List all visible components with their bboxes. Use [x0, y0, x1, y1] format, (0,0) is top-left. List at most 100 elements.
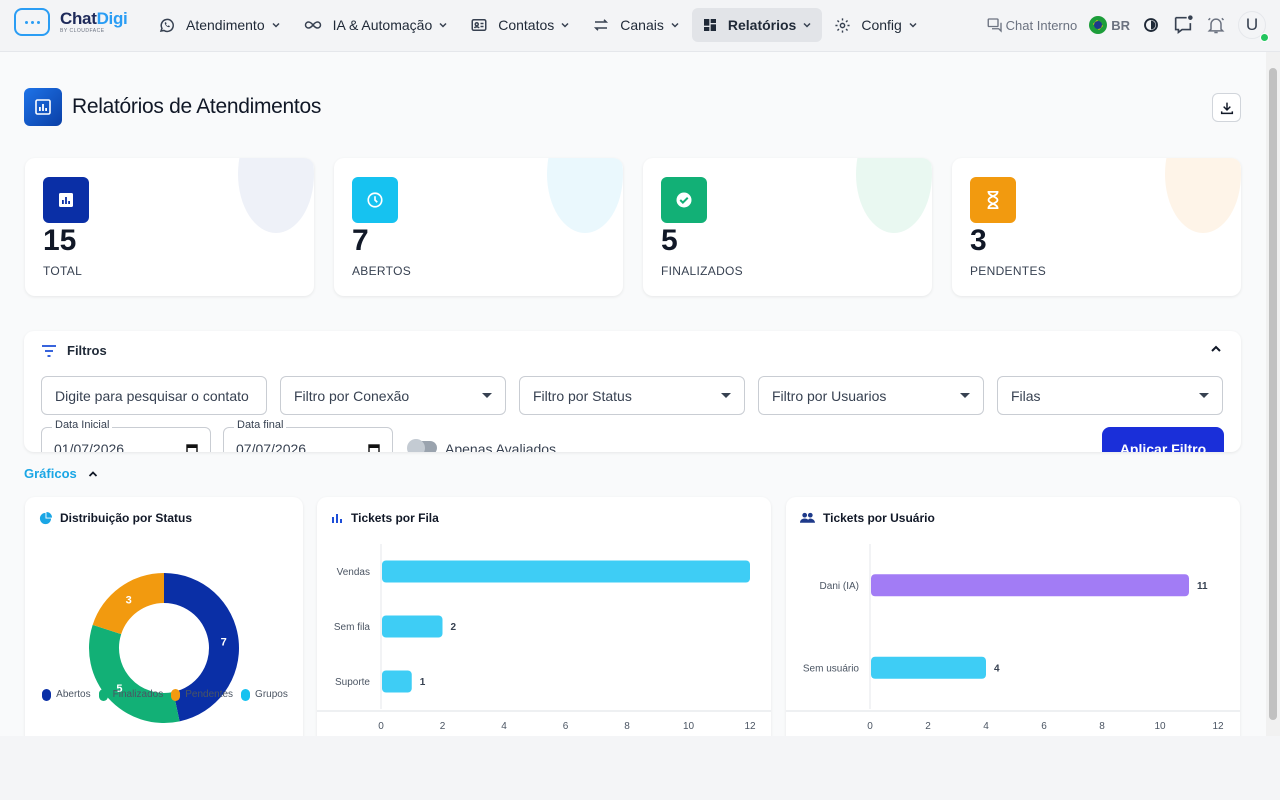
pie-chart-icon — [39, 511, 52, 524]
bar-chart-icon — [332, 514, 342, 523]
data-inicial-input[interactable]: 01/07/2026 — [41, 427, 211, 452]
apply-filter-button[interactable]: Aplicar Filtro — [1102, 427, 1224, 452]
status-select[interactable]: Filtro por Status — [519, 376, 745, 415]
stat-card-finalizados: 5 FINALIZADOS — [643, 158, 932, 296]
bar-sem-fila — [382, 615, 443, 638]
brazil-flag-icon — [1089, 16, 1108, 34]
x-tick-label: 10 — [1154, 721, 1166, 732]
category-label: Dani (IA) — [820, 581, 859, 592]
data-inicial-label: Data Inicial — [52, 419, 113, 431]
legend-label: Grupos — [255, 689, 288, 700]
data-final-label: Data final — [234, 419, 287, 431]
category-label: Suporte — [335, 677, 370, 688]
legend-swatch — [171, 689, 181, 701]
apenas-avaliados-toggle[interactable] — [407, 439, 437, 452]
app-logo[interactable]: ChatDigi BY CLOUDFACE — [14, 8, 128, 36]
contact-search-input[interactable]: Digite para pesquisar o contato — [41, 376, 267, 415]
legend-item[interactable]: Finalizados — [98, 685, 163, 705]
calendar-icon — [368, 444, 380, 452]
notification-bell-icon[interactable] — [1206, 15, 1226, 35]
select-label: Filtro por Status — [533, 387, 632, 404]
legend-item[interactable]: Grupos — [241, 685, 288, 705]
search-placeholder: Digite para pesquisar o contato — [55, 387, 249, 404]
chevron-down-icon — [671, 22, 679, 28]
donut-slice-finalizados — [88, 624, 180, 723]
chevron-down-icon — [909, 22, 917, 28]
conexao-select[interactable]: Filtro por Conexão — [280, 376, 506, 415]
chart-title: Tickets por Usuário — [800, 511, 935, 525]
nav-canais[interactable]: Canais — [582, 8, 690, 42]
graficos-toggle[interactable]: Gráficos — [24, 466, 99, 481]
dropdown-arrow-icon — [721, 393, 731, 398]
clock-icon — [352, 177, 398, 223]
theme-toggle-icon[interactable] — [1142, 16, 1160, 34]
top-navbar: ChatDigi BY CLOUDFACE Atendimento IA & A… — [0, 0, 1280, 52]
logo-subtitle: BY CLOUDFACE — [60, 28, 105, 34]
nav-label: Contatos — [498, 17, 555, 33]
apenas-avaliados-label: Apenas Avaliados — [445, 441, 557, 452]
x-tick-label: 8 — [1099, 721, 1105, 732]
nav-relatorios[interactable]: Relatórios — [691, 8, 823, 42]
nav-atendimento[interactable]: Atendimento — [148, 8, 291, 42]
usuarios-select[interactable]: Filtro por Usuarios — [758, 376, 984, 415]
stat-label: FINALIZADOS — [661, 264, 743, 278]
right-toolbar: Chat Interno BR U — [986, 8, 1269, 42]
check-circle-icon — [661, 177, 707, 223]
chart-card-usuario: Tickets por Usuário 0 2 4 6 8 10 12 Dani (IA) 11… — [786, 497, 1240, 736]
dropdown-arrow-icon — [1199, 393, 1209, 398]
user-avatar[interactable]: U — [1238, 11, 1269, 42]
legend-item[interactable]: Pendentes — [171, 685, 233, 705]
chevron-down-icon — [561, 22, 569, 28]
bar-chart-icon — [43, 177, 89, 223]
x-tick-label: 4 — [983, 721, 989, 732]
x-tick-label: 0 — [378, 721, 384, 732]
x-tick-label: 8 — [624, 721, 630, 732]
stat-card-total: 15 TOTAL — [25, 158, 314, 296]
announcement-icon[interactable] — [1172, 14, 1194, 36]
main-nav: Atendimento IA & Automação Contatos Cana… — [148, 7, 930, 43]
nav-label: Relatórios — [727, 17, 797, 33]
x-tick-label: 2 — [440, 721, 446, 732]
bar-dani-ia- — [871, 574, 1189, 597]
x-tick-label: 2 — [925, 721, 931, 732]
legend-swatch — [241, 689, 251, 701]
nav-contatos[interactable]: Contatos — [460, 8, 580, 42]
nav-config[interactable]: Config — [824, 8, 927, 42]
legend-swatch — [98, 689, 108, 701]
hourglass-icon — [970, 177, 1016, 223]
dropdown-arrow-icon — [482, 393, 492, 398]
bar-chart-icon — [24, 88, 62, 126]
chat-forum-icon — [987, 18, 1002, 33]
chart-card-status: Distribuição por Status 7 5 3 Abertos Final… — [25, 497, 303, 736]
scrollbar-thumb[interactable] — [1269, 68, 1277, 720]
chat-interno-button[interactable]: Chat Interno — [986, 16, 1078, 34]
bar-value-label: 1 — [420, 677, 426, 688]
swap-arrows-icon — [594, 19, 609, 31]
bar-sem-usu-rio — [871, 656, 986, 679]
online-status-dot — [1260, 33, 1269, 42]
language-selector[interactable]: BR — [1089, 16, 1130, 34]
donut-value-label: 3 — [126, 594, 132, 606]
bar-value-label: 11 — [1197, 581, 1208, 592]
card-decoration — [238, 158, 314, 233]
dropdown-arrow-icon — [960, 393, 970, 398]
card-decoration — [856, 158, 932, 233]
chat-interno-label: Chat Interno — [1005, 17, 1078, 33]
download-button[interactable] — [1212, 93, 1241, 122]
stat-card-pendentes: 3 PENDENTES — [952, 158, 1241, 296]
filters-header[interactable]: Filtros — [41, 343, 107, 358]
chevron-down-icon — [439, 22, 447, 28]
chart-title-text: Tickets por Usuário — [823, 511, 935, 525]
bar-value-label: 2 — [451, 622, 457, 633]
chart-card-fila: Tickets por Fila 0 2 4 6 8 10 12 Vendas Sem fila… — [317, 497, 771, 736]
whatsapp-icon — [159, 18, 174, 33]
data-final-input[interactable]: 07/07/2026 — [223, 427, 393, 452]
vertical-scrollbar[interactable] — [1266, 52, 1280, 736]
chevron-up-icon[interactable] — [1209, 342, 1223, 356]
legend-label: Abertos — [56, 689, 91, 700]
filters-panel: Filtros Digite para pesquisar o contato … — [24, 331, 1241, 452]
nav-ia-automacao[interactable]: IA & Automação — [293, 8, 459, 42]
stat-card-abertos: 7 ABERTOS — [334, 158, 623, 296]
filas-select[interactable]: Filas — [997, 376, 1223, 415]
legend-item[interactable]: Abertos — [42, 685, 91, 705]
